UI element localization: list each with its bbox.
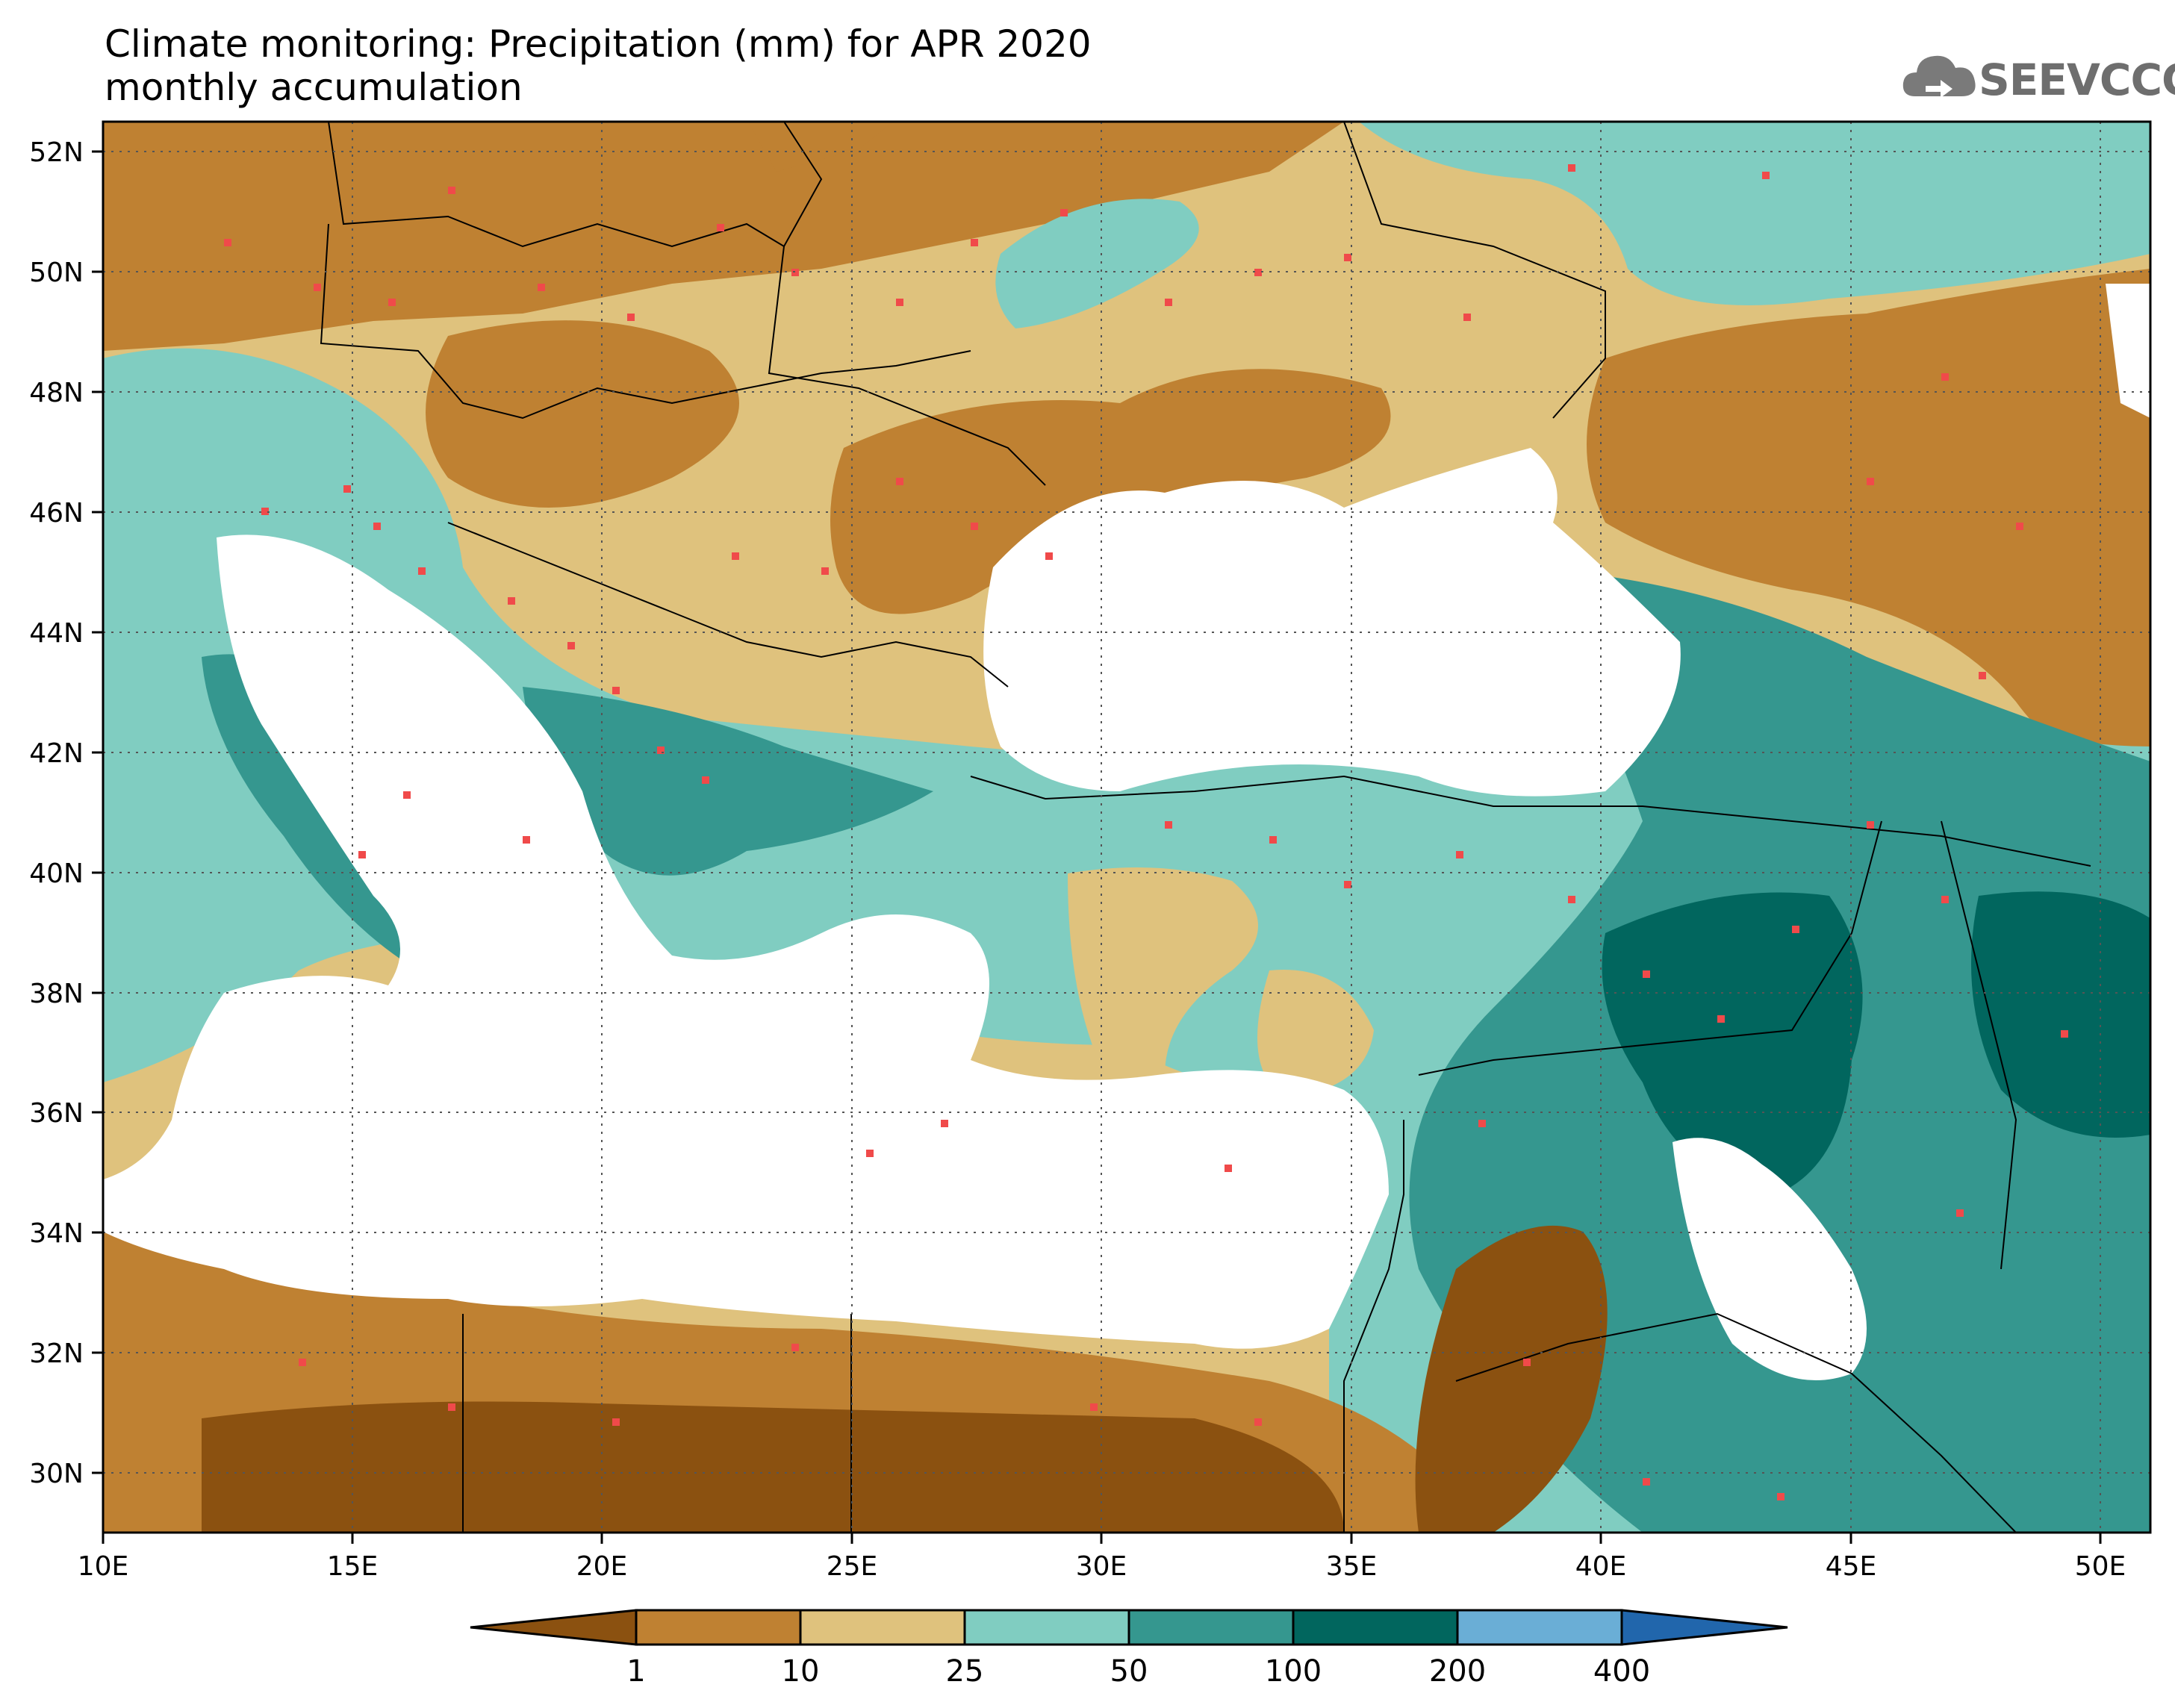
colorbar-seg-7 [1620, 1609, 1788, 1646]
cb-label-400: 400 [1593, 1654, 1650, 1689]
title-line-1: Climate monitoring: Precipitation (mm) f… [105, 22, 1092, 66]
lat-label-52n: 52N [29, 137, 84, 168]
lat-labels: 30N 32N 34N 36N 38N 40N 42N 44N 46N 48N … [29, 137, 84, 1489]
field-turkey-tan-2 [1257, 970, 1374, 1097]
lat-label-48n: 48N [29, 378, 84, 408]
axis-ticks [92, 150, 2102, 1544]
field-iran-darkest-2 [1971, 891, 2150, 1138]
field-turkey-tan-1 [1068, 867, 1258, 1090]
lat-label-46n: 46N [29, 498, 84, 529]
lat-label-50n: 50N [29, 258, 84, 288]
desert-nodata [1673, 1138, 1867, 1380]
map-title: Climate monitoring: Precipitation (mm) f… [105, 22, 1092, 109]
mediterranean-sea [103, 534, 1389, 1349]
cb-label-200: 200 [1429, 1654, 1486, 1689]
field-east-brown [1587, 269, 2150, 758]
field-jordan-darkbrown [1415, 1225, 1608, 1533]
lon-label-15e: 15E [327, 1551, 379, 1582]
lon-labels: 10E 15E 20E 25E 30E 35E 40E 45E 50E [78, 1551, 2126, 1582]
cb-label-25: 25 [946, 1654, 984, 1689]
colorbar [470, 1609, 1788, 1646]
caspian-sea [2106, 284, 2150, 418]
field-north-brown-2 [747, 122, 894, 172]
lon-label-25e: 25E [827, 1551, 878, 1582]
cb-label-1: 1 [626, 1654, 645, 1689]
cb-label-50: 50 [1110, 1654, 1148, 1689]
station-markers [224, 164, 2068, 1500]
logo-text: SEEVCCC [1979, 54, 2175, 105]
field-balkan-darkteal [523, 687, 933, 876]
colorbar-seg-5 [1292, 1609, 1459, 1646]
lat-label-38n: 38N [29, 979, 84, 1009]
map-frame [102, 120, 2152, 1534]
colorbar-seg-6 [1456, 1609, 1623, 1646]
black-sea [983, 448, 1681, 797]
colorbar-seg-0 [470, 1609, 638, 1646]
cloud-icon [1902, 55, 1976, 98]
seevccc-logo: SEEVCCC [1900, 41, 2175, 116]
lon-label-35e: 35E [1326, 1551, 1378, 1582]
country-borders [320, 122, 2091, 1533]
field-africa-darkbrown [202, 1401, 1344, 1533]
lon-label-30e: 30E [1076, 1551, 1127, 1582]
field-north-brown [103, 122, 1344, 351]
field-hungary-brown [426, 320, 739, 508]
lat-label-44n: 44N [29, 618, 84, 649]
graticule [103, 122, 2150, 1533]
lat-label-34n: 34N [29, 1218, 84, 1249]
lon-label-40e: 40E [1575, 1551, 1627, 1582]
lon-label-45e: 45E [1826, 1551, 1877, 1582]
lat-label-30n: 30N [29, 1459, 84, 1489]
colorbar-seg-3 [963, 1609, 1130, 1646]
lat-label-42n: 42N [29, 738, 84, 769]
colorbar-seg-1 [635, 1609, 802, 1646]
colorbar-seg-2 [799, 1609, 966, 1646]
lon-label-10e: 10E [78, 1551, 129, 1582]
cb-label-100: 100 [1265, 1654, 1322, 1689]
field-romania-brown [830, 369, 1391, 614]
lat-label-32n: 32N [29, 1338, 84, 1369]
colorbar-seg-4 [1127, 1609, 1295, 1646]
field-ukraine-teal [995, 199, 1199, 328]
colorbar-labels: 1 10 25 50 100 200 400 [626, 1654, 1650, 1689]
field-ne-teal [1359, 122, 2150, 305]
lon-label-20e: 20E [576, 1551, 628, 1582]
precip-field [103, 122, 2150, 1533]
lat-label-40n: 40N [29, 858, 84, 889]
title-line-2: monthly accumulation [105, 66, 523, 109]
cb-label-10: 10 [782, 1654, 820, 1689]
field-iran-darkest-1 [1602, 892, 1863, 1194]
lon-label-50e: 50E [2075, 1551, 2126, 1582]
lat-label-36n: 36N [29, 1098, 84, 1129]
